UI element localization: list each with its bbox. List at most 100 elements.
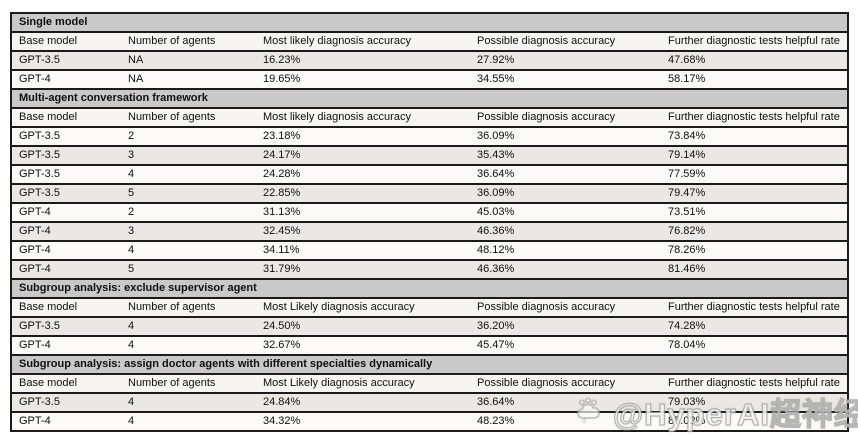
base-model-cell: GPT-4 — [11, 69, 121, 89]
most-likely-accuracy-cell: 16.23% — [256, 50, 470, 70]
further-tests-helpful-rate-cell: 78.26% — [661, 240, 849, 260]
column-header-most-likely-accuracy: Most likely diagnosis accuracy — [256, 107, 470, 127]
num-agents-cell: 4 — [121, 316, 256, 336]
base-model-cell: GPT-4 — [11, 202, 121, 222]
num-agents-cell: NA — [121, 69, 256, 89]
base-model-cell: GPT-3.5 — [11, 316, 121, 336]
data-row: GPT-4 4 34.32% 48.23% 85.02% — [11, 411, 849, 431]
section-header-row-0: Single model — [11, 12, 849, 32]
possible-accuracy-cell: 45.47% — [470, 335, 661, 355]
num-agents-cell: 5 — [121, 259, 256, 279]
column-header-possible-accuracy: Possible diagnosis accuracy — [470, 373, 661, 393]
section-header-row-1: Multi-agent conversation framework — [11, 88, 849, 108]
data-row: GPT-3.5 3 24.17% 35.43% 79.14% — [11, 145, 849, 165]
column-header-row-1: Base model Number of agents Most likely di… — [11, 107, 849, 127]
possible-accuracy-cell: 36.64% — [470, 392, 661, 412]
most-likely-accuracy-cell: 19.65% — [256, 69, 470, 89]
column-header-row-2: Base model Number of agents Most Likely di… — [11, 297, 849, 317]
most-likely-accuracy-cell: 24.50% — [256, 316, 470, 336]
possible-accuracy-cell: 35.43% — [470, 145, 661, 165]
column-header-base-model: Base model — [11, 31, 121, 51]
most-likely-accuracy-cell: 31.13% — [256, 202, 470, 222]
further-tests-helpful-rate-cell: 76.82% — [661, 221, 849, 241]
further-tests-helpful-rate-cell: 79.03% — [661, 392, 849, 412]
most-likely-accuracy-cell: 31.79% — [256, 259, 470, 279]
further-tests-helpful-rate-cell: 85.02% — [661, 411, 849, 431]
most-likely-accuracy-cell: 24.28% — [256, 164, 470, 184]
base-model-cell: GPT-4 — [11, 411, 121, 431]
num-agents-cell: 4 — [121, 392, 256, 412]
most-likely-accuracy-cell: 23.18% — [256, 126, 470, 146]
data-row: GPT-4 3 32.45% 46.36% 76.82% — [11, 221, 849, 241]
base-model-cell: GPT-3.5 — [11, 50, 121, 70]
base-model-cell: GPT-4 — [11, 221, 121, 241]
column-header-base-model: Base model — [11, 373, 121, 393]
further-tests-helpful-rate-cell: 79.47% — [661, 183, 849, 203]
num-agents-cell: 4 — [121, 411, 256, 431]
data-row: GPT-3.5 5 22.85% 36.09% 79.47% — [11, 183, 849, 203]
base-model-cell: GPT-4 — [11, 259, 121, 279]
further-tests-helpful-rate-cell: 58.17% — [661, 69, 849, 89]
most-likely-accuracy-cell: 32.67% — [256, 335, 470, 355]
num-agents-cell: 4 — [121, 240, 256, 260]
possible-accuracy-cell: 36.09% — [470, 183, 661, 203]
column-header-most-likely-accuracy: Most Likely diagnosis accuracy — [256, 297, 470, 317]
possible-accuracy-cell: 48.23% — [470, 411, 661, 431]
column-header-further-tests-helpful-rate: Further diagnostic tests helpful rate — [661, 373, 849, 393]
num-agents-cell: 4 — [121, 335, 256, 355]
num-agents-cell: 2 — [121, 202, 256, 222]
section-title: Subgroup analysis: exclude supervisor ag… — [11, 278, 849, 298]
further-tests-helpful-rate-cell: 77.59% — [661, 164, 849, 184]
possible-accuracy-cell: 48.12% — [470, 240, 661, 260]
further-tests-helpful-rate-cell: 81.46% — [661, 259, 849, 279]
column-header-most-likely-accuracy: Most Likely diagnosis accuracy — [256, 373, 470, 393]
further-tests-helpful-rate-cell: 78.04% — [661, 335, 849, 355]
column-header-possible-accuracy: Possible diagnosis accuracy — [470, 31, 661, 51]
most-likely-accuracy-cell: 34.32% — [256, 411, 470, 431]
further-tests-helpful-rate-cell: 73.84% — [661, 126, 849, 146]
num-agents-cell: 3 — [121, 221, 256, 241]
further-tests-helpful-rate-cell: 79.14% — [661, 145, 849, 165]
data-row: GPT-3.5 4 24.50% 36.20% 74.28% — [11, 316, 849, 336]
section-title: Multi-agent conversation framework — [11, 88, 849, 108]
column-header-further-tests-helpful-rate: Further diagnostic tests helpful rate — [661, 31, 849, 51]
base-model-cell: GPT-3.5 — [11, 164, 121, 184]
column-header-possible-accuracy: Possible diagnosis accuracy — [470, 297, 661, 317]
most-likely-accuracy-cell: 34.11% — [256, 240, 470, 260]
further-tests-helpful-rate-cell: 73.51% — [661, 202, 849, 222]
data-row: GPT-4 4 32.67% 45.47% 78.04% — [11, 335, 849, 355]
column-header-base-model: Base model — [11, 107, 121, 127]
section-header-row-2: Subgroup analysis: exclude supervisor ag… — [11, 278, 849, 298]
data-row: GPT-3.5 2 23.18% 36.09% 73.84% — [11, 126, 849, 146]
results-table: Single model Base model Number of agents Mo… — [10, 12, 850, 432]
num-agents-cell: 4 — [121, 164, 256, 184]
data-row: GPT-4 4 34.11% 48.12% 78.26% — [11, 240, 849, 260]
most-likely-accuracy-cell: 24.84% — [256, 392, 470, 412]
column-header-further-tests-helpful-rate: Further diagnostic tests helpful rate — [661, 297, 849, 317]
column-header-further-tests-helpful-rate: Further diagnostic tests helpful rate — [661, 107, 849, 127]
data-row: GPT-3.5 4 24.84% 36.64% 79.03% — [11, 392, 849, 412]
base-model-cell: GPT-4 — [11, 335, 121, 355]
column-header-row-0: Base model Number of agents Most likely di… — [11, 31, 849, 51]
base-model-cell: GPT-3.5 — [11, 392, 121, 412]
possible-accuracy-cell: 46.36% — [470, 221, 661, 241]
possible-accuracy-cell: 45.03% — [470, 202, 661, 222]
section-header-row-3: Subgroup analysis: assign doctor agents … — [11, 354, 849, 374]
column-header-num-agents: Number of agents — [121, 31, 256, 51]
further-tests-helpful-rate-cell: 74.28% — [661, 316, 849, 336]
possible-accuracy-cell: 36.20% — [470, 316, 661, 336]
base-model-cell: GPT-3.5 — [11, 145, 121, 165]
possible-accuracy-cell: 46.36% — [470, 259, 661, 279]
column-header-most-likely-accuracy: Most likely diagnosis accuracy — [256, 31, 470, 51]
data-row: GPT-3.5 4 24.28% 36.64% 77.59% — [11, 164, 849, 184]
data-row: GPT-4 NA 19.65% 34.55% 58.17% — [11, 69, 849, 89]
further-tests-helpful-rate-cell: 47.68% — [661, 50, 849, 70]
base-model-cell: GPT-3.5 — [11, 126, 121, 146]
column-header-possible-accuracy: Possible diagnosis accuracy — [470, 107, 661, 127]
column-header-row-3: Base model Number of agents Most Likely di… — [11, 373, 849, 393]
column-header-base-model: Base model — [11, 297, 121, 317]
column-header-num-agents: Number of agents — [121, 107, 256, 127]
column-header-num-agents: Number of agents — [121, 373, 256, 393]
possible-accuracy-cell: 36.64% — [470, 164, 661, 184]
